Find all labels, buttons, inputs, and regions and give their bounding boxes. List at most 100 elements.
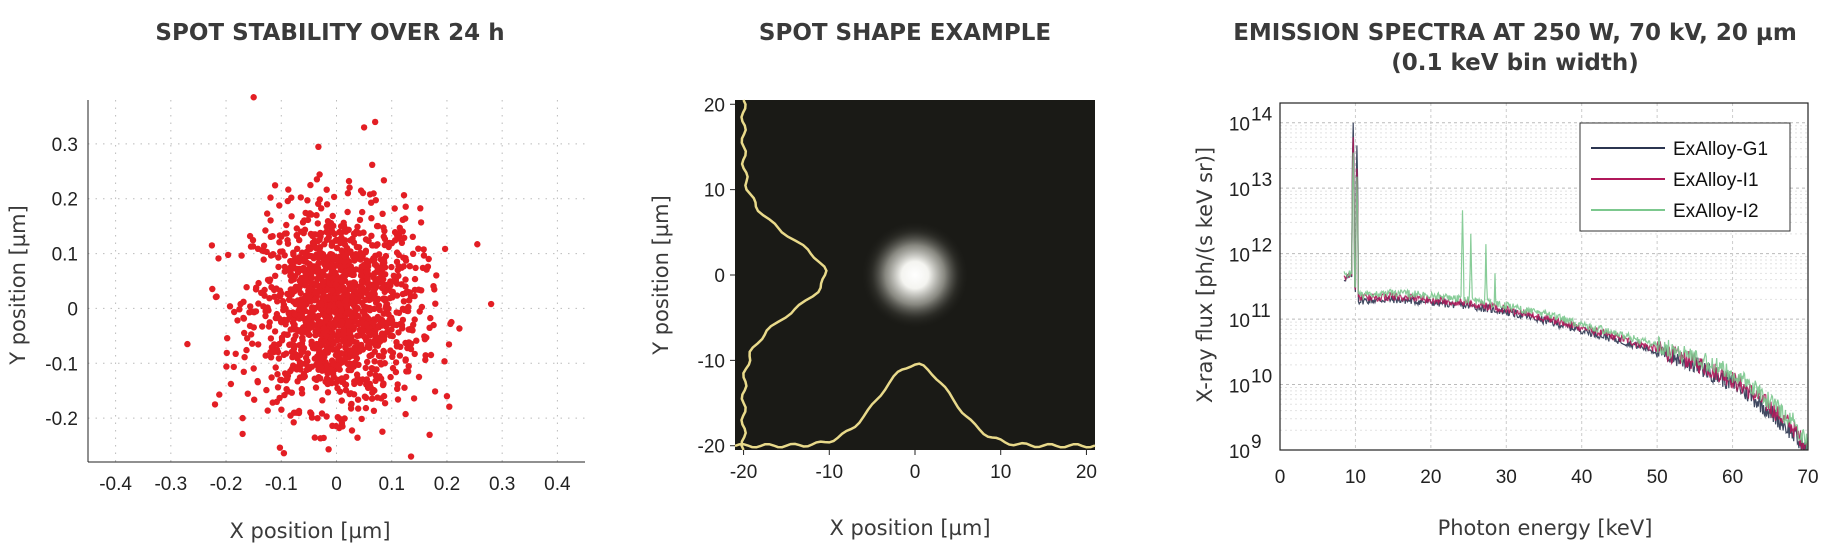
scatter-point [415, 373, 423, 381]
scatter-point [364, 314, 372, 322]
scatter-point [211, 401, 219, 408]
scatter-point [379, 428, 386, 435]
scatter-point [262, 352, 269, 359]
scatter-point [393, 258, 401, 265]
scatter-point [334, 331, 342, 338]
y-tick-label: 0.1 [52, 245, 78, 266]
scatter-point [408, 340, 415, 347]
scatter-point [413, 337, 420, 344]
scatter-point [246, 322, 254, 330]
y-tick-label: 10 [1229, 311, 1250, 332]
scatter-point [314, 327, 321, 334]
scatter-point [300, 264, 307, 272]
scatter-point [318, 354, 325, 361]
scatter-point [354, 396, 362, 403]
scatter-point [302, 271, 310, 278]
scatter-point [375, 324, 382, 331]
scatter-point [346, 340, 353, 347]
scatter-point [292, 300, 299, 308]
scatter-point [358, 320, 366, 327]
y-tick-exponent: 14 [1251, 105, 1273, 126]
y-tick-label: -0.2 [45, 409, 78, 430]
scatter-point [364, 358, 371, 366]
scatter-point [293, 225, 300, 232]
scatter-point [310, 306, 318, 313]
scatter-point [224, 335, 231, 342]
spectra-frame [1279, 102, 1809, 451]
scatter-point [368, 232, 375, 239]
scatter-point [404, 288, 411, 295]
scatter-point [368, 199, 375, 206]
scatter-point [293, 231, 300, 239]
scatter-point [317, 435, 324, 442]
scatter-point [354, 332, 361, 339]
scatter-point [376, 306, 383, 314]
scatter-point [356, 216, 364, 224]
scatter-point [276, 444, 284, 451]
scatter-point [391, 237, 399, 244]
scatter-point [254, 245, 262, 252]
scatter-point [334, 275, 341, 283]
scatter-point [282, 350, 290, 357]
scatter-point [294, 269, 302, 276]
scatter-point [267, 335, 275, 342]
scatter-point [378, 330, 386, 337]
scatter-point [232, 350, 239, 357]
y-tick-label: -20 [698, 437, 725, 458]
scatter-point [333, 244, 341, 252]
scatter-point [285, 296, 293, 303]
scatter-point [250, 365, 257, 372]
scatter-point [288, 277, 295, 284]
scatter-point [312, 279, 320, 287]
scatter-point [274, 371, 281, 378]
scatter-point [271, 341, 278, 348]
scatter-point [371, 270, 378, 277]
scatter-point [347, 401, 355, 408]
scatter-point [266, 295, 273, 302]
scatter-point [311, 297, 318, 304]
scatter-point [281, 230, 289, 237]
legend-box [1579, 122, 1791, 232]
scatter-point [324, 346, 331, 353]
scatter-point [290, 263, 297, 270]
scatter-point [281, 268, 288, 275]
scatter-point [278, 406, 285, 413]
scatter-point [345, 366, 352, 374]
scatter-point [407, 326, 414, 333]
scatter-point [249, 340, 256, 347]
scatter-point [415, 245, 422, 252]
scatter-point [402, 410, 409, 418]
scatter-point [411, 316, 418, 323]
scatter-point [365, 280, 372, 287]
scatter-point [267, 354, 275, 361]
scatter-points [184, 94, 495, 460]
scatter-point [314, 415, 321, 422]
scatter-point [366, 352, 373, 360]
y-tick-exponent: 13 [1251, 170, 1272, 191]
scatter-point [296, 374, 304, 381]
scatter-point [275, 254, 282, 261]
scatter-point [348, 427, 356, 434]
scatter-point [236, 306, 243, 313]
y-tick-label: -0.1 [45, 354, 78, 375]
scatter-point [244, 335, 251, 342]
scatter-point [380, 233, 387, 240]
scatter-point [264, 407, 271, 414]
scatter-point [358, 415, 365, 423]
scatter-point [359, 346, 367, 353]
scatter-point [402, 257, 410, 264]
y-tick-exponent: 9 [1251, 432, 1262, 453]
scatter-point [427, 351, 435, 359]
scatter-point [338, 318, 346, 326]
scatter-point [325, 295, 332, 302]
scatter-y-ticks: -0.2 -0.1 0 0.1 0.2 0.3 [45, 135, 78, 430]
scatter-point [354, 304, 361, 312]
scatter-point [368, 215, 375, 222]
scatter-point [487, 300, 495, 308]
scatter-point [260, 256, 267, 263]
scatter-point [363, 379, 370, 386]
scatter-point [433, 272, 440, 279]
scatter-point [388, 263, 395, 271]
spectra-x-label: Photon energy [keV] [1438, 516, 1653, 540]
scatter-point [272, 364, 279, 371]
